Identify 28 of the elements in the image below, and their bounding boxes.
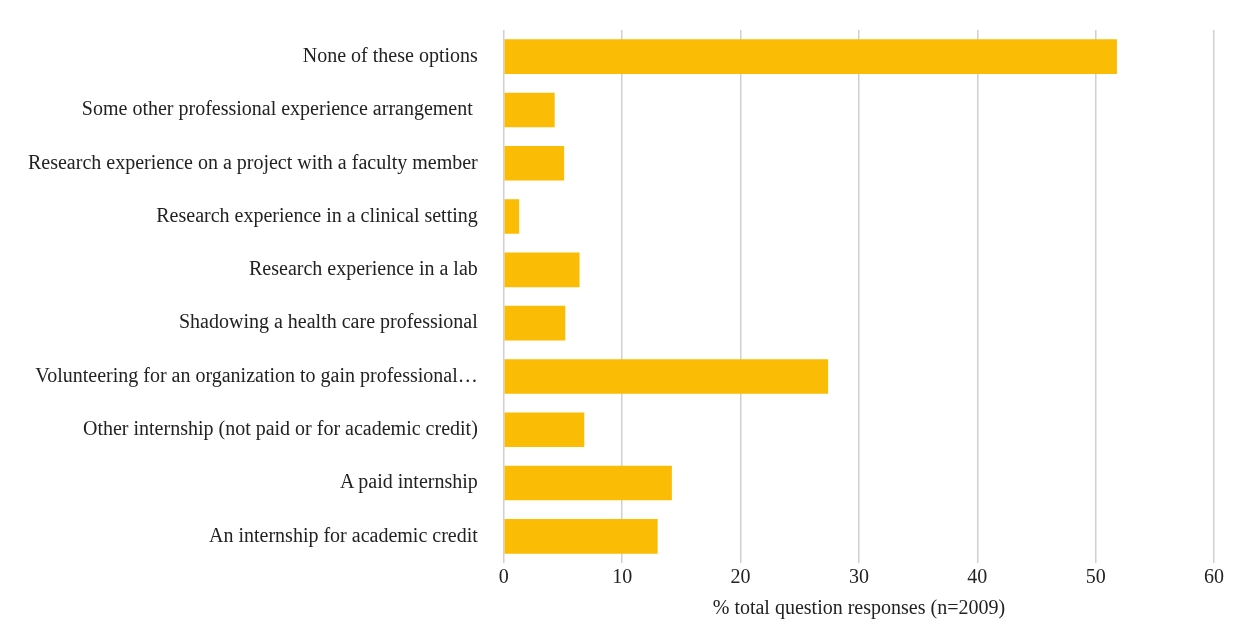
bar — [504, 39, 1117, 74]
y-tick-label: Other internship (not paid or for academic credit) — [82, 417, 478, 440]
bar — [504, 465, 672, 501]
y-tick-label: None of these options — [302, 43, 478, 67]
bar — [504, 145, 565, 181]
y-tick-label: Volunteering for an organization to gain professional… — [35, 363, 478, 387]
y-tick-label: Research experience in a clinical setting — [156, 203, 478, 227]
x-tick-label: 30 — [848, 565, 869, 588]
y-tick-label: Research experience in a lab — [249, 257, 478, 281]
x-tick-label: 50 — [1085, 565, 1106, 588]
y-tick-label: A paid internship — [340, 470, 478, 494]
x-tick-label: 10 — [612, 565, 633, 588]
bar — [504, 252, 580, 288]
y-tick-label: An internship for academic credit — [209, 523, 479, 547]
y-tick-label: Some other professional experience arrangement — [81, 97, 478, 121]
x-tick-label: 60 — [1204, 565, 1224, 588]
bar — [504, 92, 555, 128]
bar — [504, 199, 520, 234]
bar — [504, 359, 829, 394]
bar — [504, 412, 585, 448]
y-tick-label: Research experience on a project with a faculty member — [27, 150, 479, 174]
x-axis-title: % total question responses (n=2009) — [712, 596, 1006, 620]
bar — [504, 305, 566, 341]
bar — [504, 519, 658, 554]
x-tick-label: 20 — [730, 565, 751, 588]
y-tick-label: Shadowing a health care professional — [178, 310, 479, 334]
x-tick-label: 40 — [967, 565, 988, 588]
x-tick-label: 0 — [498, 565, 509, 588]
